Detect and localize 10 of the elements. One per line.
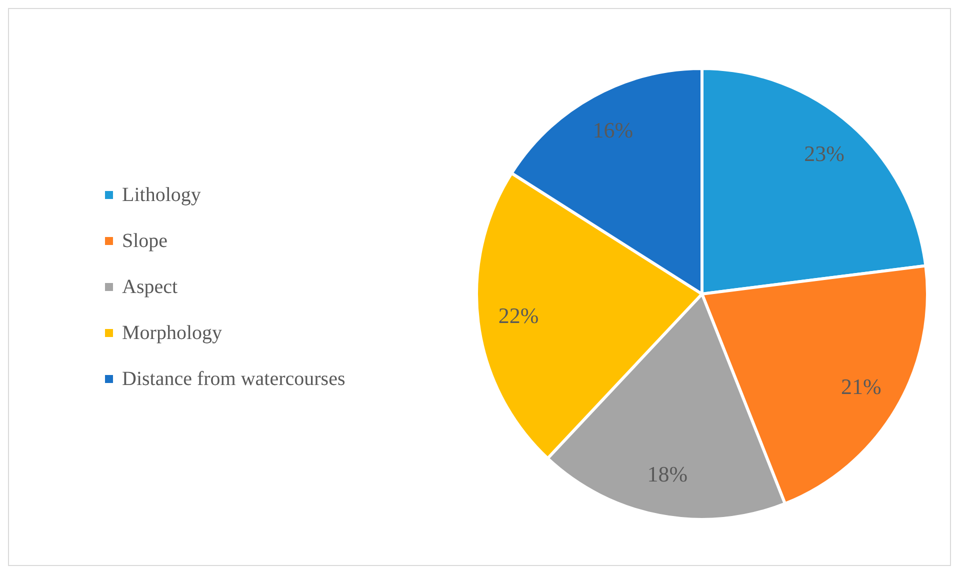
legend-label: Aspect — [122, 276, 178, 298]
data-label: 22% — [498, 302, 539, 328]
data-label: 23% — [804, 141, 844, 166]
legend-label: Slope — [122, 230, 168, 252]
legend-label: Lithology — [122, 184, 201, 206]
legend-label: Distance from watercourses — [122, 368, 346, 390]
data-label: 18% — [647, 461, 688, 486]
data-label: 16% — [592, 118, 634, 143]
data-label: 21% — [840, 374, 882, 399]
legend-label: Morphology — [122, 322, 222, 344]
